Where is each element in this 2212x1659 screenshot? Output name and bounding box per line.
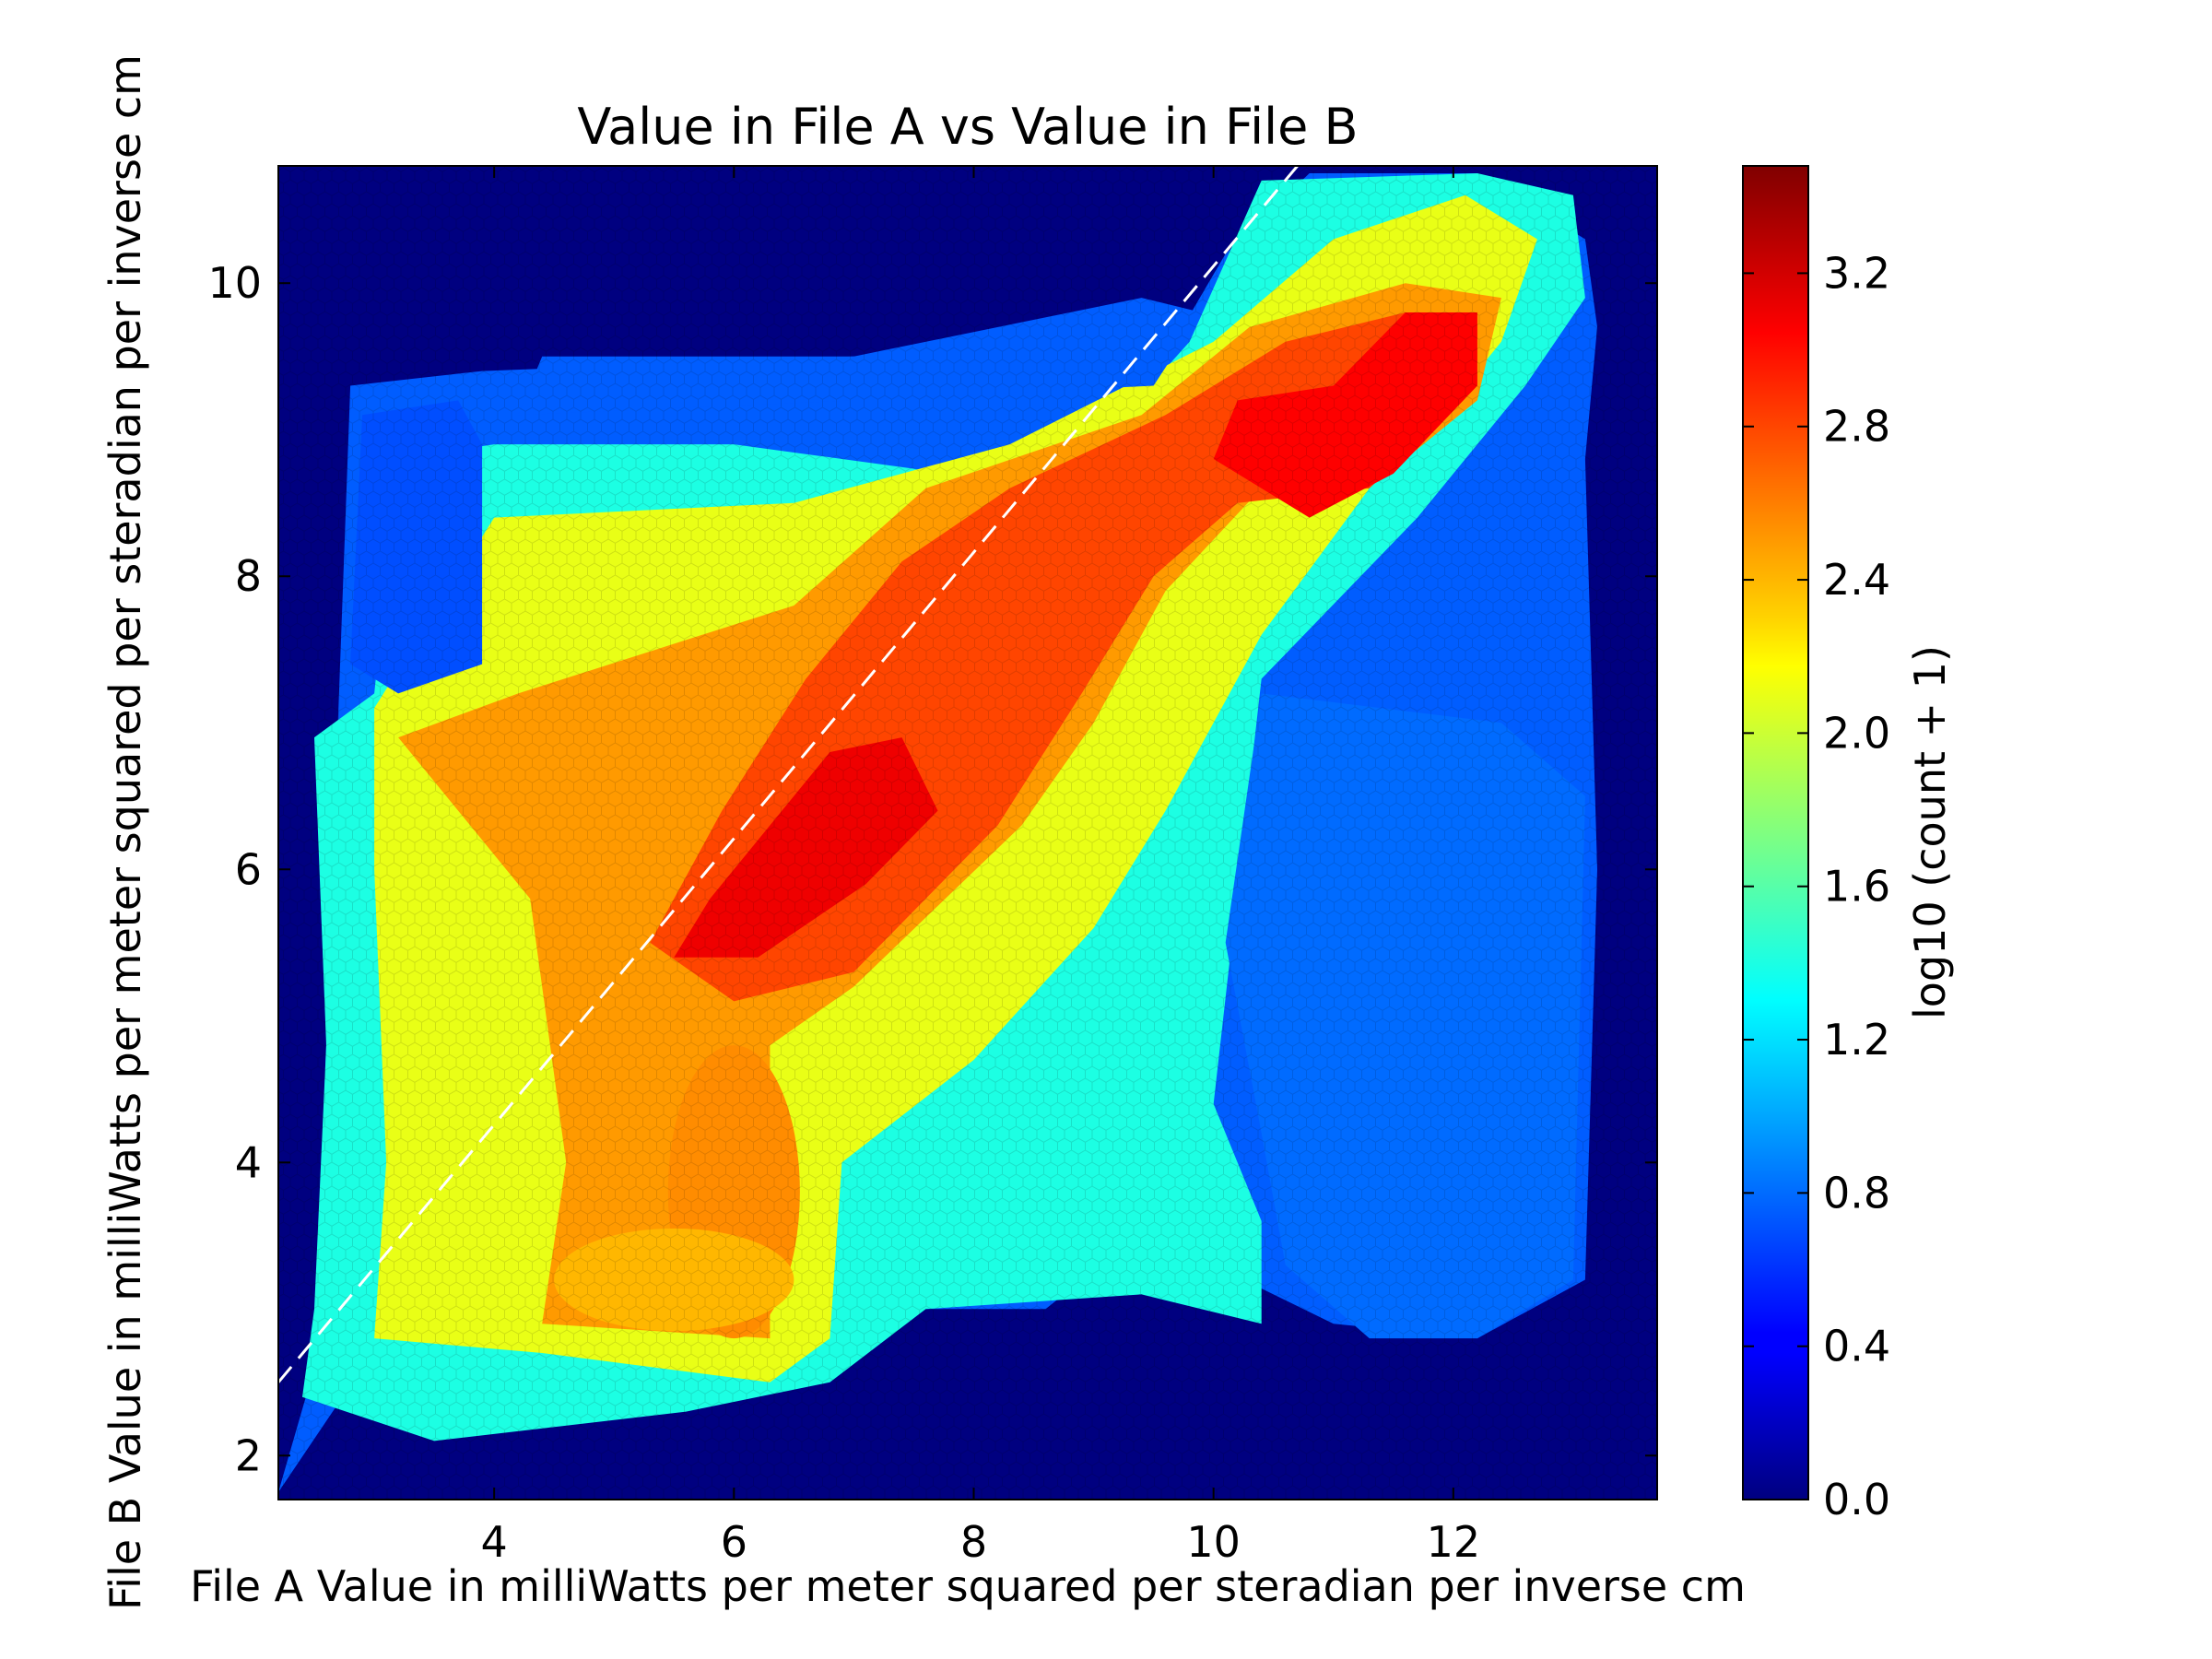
y-tick-label: 6 bbox=[235, 844, 262, 894]
colorbar-label: log10 (count + 1) bbox=[1905, 645, 1955, 1019]
x-axis-label: File A Value in milliWatts per meter squ… bbox=[190, 1561, 1746, 1611]
colorbar-ticks: 0.0 0.4 0.8 1.2 1.6 2.0 2.4 2.8 3.2 bbox=[1743, 248, 1890, 1524]
colorbar-tick-label: 2.8 bbox=[1823, 402, 1890, 452]
density-layer bbox=[278, 166, 1657, 1500]
x-tick-label: 6 bbox=[721, 1517, 747, 1567]
x-tick-label: 4 bbox=[481, 1517, 508, 1567]
plot-frame bbox=[277, 165, 1658, 1500]
y-tick-label: 4 bbox=[235, 1137, 262, 1187]
x-tick-label: 10 bbox=[1186, 1517, 1241, 1567]
colorbar-tick-label: 1.6 bbox=[1823, 862, 1890, 912]
x-axis: 4 6 8 10 12 bbox=[481, 166, 1481, 1567]
y-axis-label: File B Value in milliWatts per meter squ… bbox=[100, 54, 150, 1610]
colorbar-tick-label: 0.4 bbox=[1823, 1322, 1890, 1371]
chart-title: Value in File A vs Value in File B bbox=[577, 98, 1358, 156]
colorbar bbox=[1742, 165, 1809, 1500]
y-axis: 2 4 6 8 10 bbox=[207, 258, 1657, 1480]
y-tick-label: 10 bbox=[207, 258, 262, 308]
hex-texture bbox=[278, 166, 1657, 1500]
reference-line bbox=[278, 166, 1299, 1383]
colorbar-tick-label: 0.8 bbox=[1823, 1168, 1890, 1218]
x-tick-label: 12 bbox=[1427, 1517, 1481, 1567]
y-tick-label: 2 bbox=[235, 1430, 262, 1480]
y-tick-label: 8 bbox=[235, 551, 262, 601]
colorbar-tick-label: 3.2 bbox=[1823, 248, 1890, 298]
x-tick-label: 8 bbox=[960, 1517, 987, 1567]
colorbar-tick-label: 0.0 bbox=[1823, 1475, 1890, 1524]
colorbar-tick-label: 1.2 bbox=[1823, 1015, 1890, 1065]
colorbar-tick-label: 2.0 bbox=[1823, 708, 1890, 758]
colorbar-tick-label: 2.4 bbox=[1823, 555, 1890, 605]
